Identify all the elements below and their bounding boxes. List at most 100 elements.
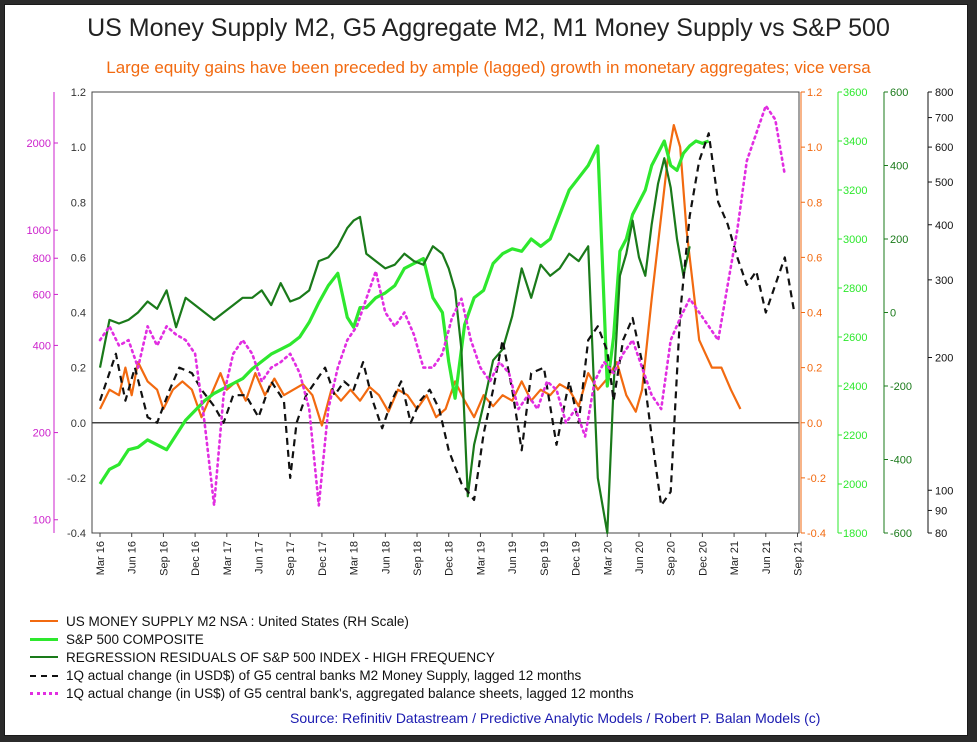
- legend-item-sp500: S&P 500 COMPOSITE: [30, 630, 634, 648]
- right-m2-tick: 1.0: [807, 142, 822, 154]
- right-sp-tick: 3000: [843, 234, 867, 246]
- right-sp-tick: 3400: [843, 136, 867, 148]
- x-tick-label: Mar 21: [729, 541, 741, 575]
- right-log-tick: 90: [935, 505, 947, 517]
- x-tick-label: Dec 18: [444, 541, 456, 576]
- x-tick-label: Mar 18: [349, 541, 361, 575]
- source-note: Source: Refinitiv Datastream / Predictiv…: [290, 710, 821, 726]
- series-residuals-line: [98, 157, 691, 535]
- left-log-tick: 400: [33, 340, 51, 352]
- right-log-tick: 600: [935, 142, 953, 154]
- x-tick-label: Dec 20: [697, 541, 709, 576]
- series-g5bs-line: [98, 104, 787, 507]
- chart-subtitle: Large equity gains have been preceded by…: [106, 58, 871, 77]
- right-resid-tick: 200: [890, 234, 908, 246]
- legend-item-residuals: REGRESSION RESIDUALS OF S&P 500 INDEX - …: [30, 648, 634, 666]
- x-tick-label: Sep 20: [666, 541, 678, 576]
- right-resid-tick: 600: [890, 87, 908, 99]
- x-tick-label: Jun 18: [380, 541, 392, 574]
- right-log-tick: 700: [935, 113, 953, 125]
- x-tick-label: Jun 19: [507, 541, 519, 574]
- right-sp-tick: 2000: [843, 479, 867, 491]
- x-tick-label: Sep 18: [412, 541, 424, 576]
- right-log-tick: 300: [935, 275, 953, 287]
- left-log-tick: 600: [33, 289, 51, 301]
- right-resid-tick: -400: [890, 455, 912, 467]
- right-sp-tick: 2800: [843, 283, 867, 295]
- x-tick-label: Mar 17: [222, 541, 234, 575]
- legend-item-m2: US MONEY SUPPLY M2 NSA : United States (…: [30, 612, 634, 630]
- x-tick-label: Sep 21: [792, 541, 804, 576]
- right-resid-tick: -600: [890, 528, 912, 540]
- right-m2-tick: 0.8: [807, 197, 822, 209]
- right-log-tick: 80: [935, 528, 947, 540]
- right-m2-tick: 0.2: [807, 363, 822, 375]
- x-tick-label: Jun 20: [634, 541, 646, 574]
- legend-item-g5bs: 1Q actual change (in US$) of G5 central …: [30, 685, 634, 703]
- legend-label-g5bs: 1Q actual change (in US$) of G5 central …: [66, 686, 634, 702]
- x-tick-label: Dec 19: [571, 541, 583, 576]
- series-g5m2-line: [98, 132, 796, 507]
- x-tick-label: Sep 16: [158, 541, 170, 576]
- legend-swatch-sp500: [30, 637, 58, 641]
- x-tick-label: Sep 19: [539, 541, 551, 576]
- left-log-tick: 800: [33, 253, 51, 265]
- right-log-tick: 500: [935, 177, 953, 189]
- legend: US MONEY SUPPLY M2 NSA : United States (…: [30, 612, 634, 703]
- left-axis-tick: 0.6: [71, 252, 86, 264]
- left-axis-tick: 1.0: [71, 142, 86, 154]
- right-log-tick: 200: [935, 353, 953, 365]
- x-tick-label: Jun 17: [254, 541, 266, 574]
- right-log-tick: 800: [935, 87, 953, 99]
- legend-swatch-g5m2: [30, 674, 58, 677]
- legend-item-g5m2: 1Q actual change (in USD$) of G5 central…: [30, 667, 634, 685]
- legend-label-residuals: REGRESSION RESIDUALS OF S&P 500 INDEX - …: [66, 649, 495, 665]
- x-tick-label: Dec 17: [317, 541, 329, 576]
- series-sp500-line: [98, 139, 710, 485]
- left-log-tick: 1000: [27, 225, 51, 237]
- legend-label-g5m2: 1Q actual change (in USD$) of G5 central…: [66, 668, 582, 684]
- x-tick-label: Jun 21: [761, 541, 773, 574]
- left-axis-tick: 0.8: [71, 197, 86, 209]
- left-axis-tick: -0.4: [67, 528, 86, 540]
- right-sp-tick: 2200: [843, 430, 867, 442]
- x-tick-label: Dec 16: [190, 541, 202, 576]
- x-tick-label: Jun 16: [127, 541, 139, 574]
- right-resid-tick: -200: [890, 381, 912, 393]
- x-tick-label: Mar 19: [475, 541, 487, 575]
- legend-label-sp500: S&P 500 COMPOSITE: [66, 631, 204, 647]
- right-log-tick: 100: [935, 485, 953, 497]
- right-sp-tick: 2400: [843, 381, 867, 393]
- right-m2-tick: 0.4: [807, 308, 822, 320]
- x-tick-label: Sep 17: [285, 541, 297, 576]
- left-axis-tick: 0.4: [71, 308, 86, 320]
- legend-label-m2: US MONEY SUPPLY M2 NSA : United States (…: [66, 613, 409, 629]
- left-log-tick: 2000: [27, 138, 51, 150]
- left-axis-tick: 0.0: [71, 418, 86, 430]
- right-sp-tick: 3200: [843, 185, 867, 197]
- left-axis-tick: 1.2: [71, 87, 86, 99]
- chart-title: US Money Supply M2, G5 Aggregate M2, M1 …: [87, 14, 890, 42]
- right-m2-tick: 0.0: [807, 418, 822, 430]
- x-tick-label: Mar 20: [602, 541, 614, 575]
- right-sp-tick: 1800: [843, 528, 867, 540]
- left-axis-tick: -0.2: [67, 473, 86, 485]
- right-m2-tick: -0.2: [807, 473, 826, 485]
- left-axis-tick: 0.2: [71, 363, 86, 375]
- right-m2-tick: 0.6: [807, 252, 822, 264]
- right-sp-tick: 2600: [843, 332, 867, 344]
- legend-swatch-residuals: [30, 656, 58, 659]
- left-log-tick: 200: [33, 428, 51, 440]
- x-tick-label: Mar 16: [95, 541, 107, 575]
- legend-swatch-m2: [30, 620, 58, 623]
- right-resid-tick: 400: [890, 161, 908, 173]
- plot-area: [91, 91, 800, 534]
- right-log-tick: 400: [935, 220, 953, 232]
- right-m2-tick: -0.4: [807, 528, 826, 540]
- legend-swatch-g5bs: [30, 692, 58, 696]
- right-m2-tick: 1.2: [807, 87, 822, 99]
- right-sp-tick: 3600: [843, 87, 867, 99]
- right-resid-tick: 0: [890, 308, 896, 320]
- left-log-tick: 100: [33, 515, 51, 527]
